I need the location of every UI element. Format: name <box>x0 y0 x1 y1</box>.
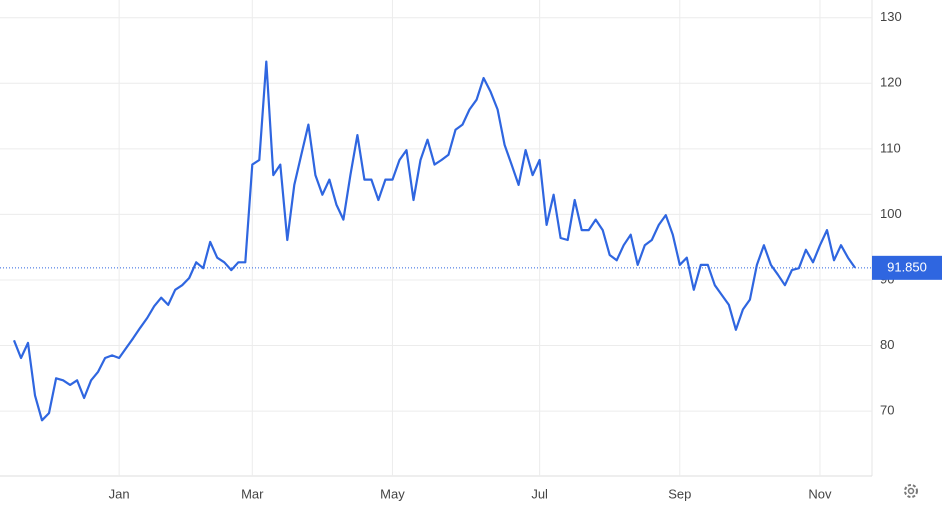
last-price-label: 91.850 <box>887 259 927 274</box>
y-tick-label: 110 <box>880 140 901 155</box>
gear-inner <box>907 487 915 495</box>
settings-icon[interactable] <box>904 484 918 498</box>
gear-outer <box>904 484 918 498</box>
price-line <box>12 60 856 422</box>
y-tick-label: 130 <box>880 9 902 24</box>
x-tick-label: Jul <box>531 486 548 501</box>
y-tick-label: 120 <box>880 75 902 90</box>
y-tick-label: 80 <box>880 337 894 352</box>
last-price-badge <box>872 255 942 280</box>
y-tick-label: 70 <box>880 403 894 418</box>
x-tick-label: Sep <box>668 486 691 501</box>
x-tick-label: May <box>380 486 405 501</box>
x-tick-label: Nov <box>808 486 832 501</box>
x-tick-label: Mar <box>241 486 264 501</box>
x-tick-label: Jan <box>109 486 130 501</box>
grid <box>0 0 872 476</box>
y-tick-label: 100 <box>880 206 902 221</box>
